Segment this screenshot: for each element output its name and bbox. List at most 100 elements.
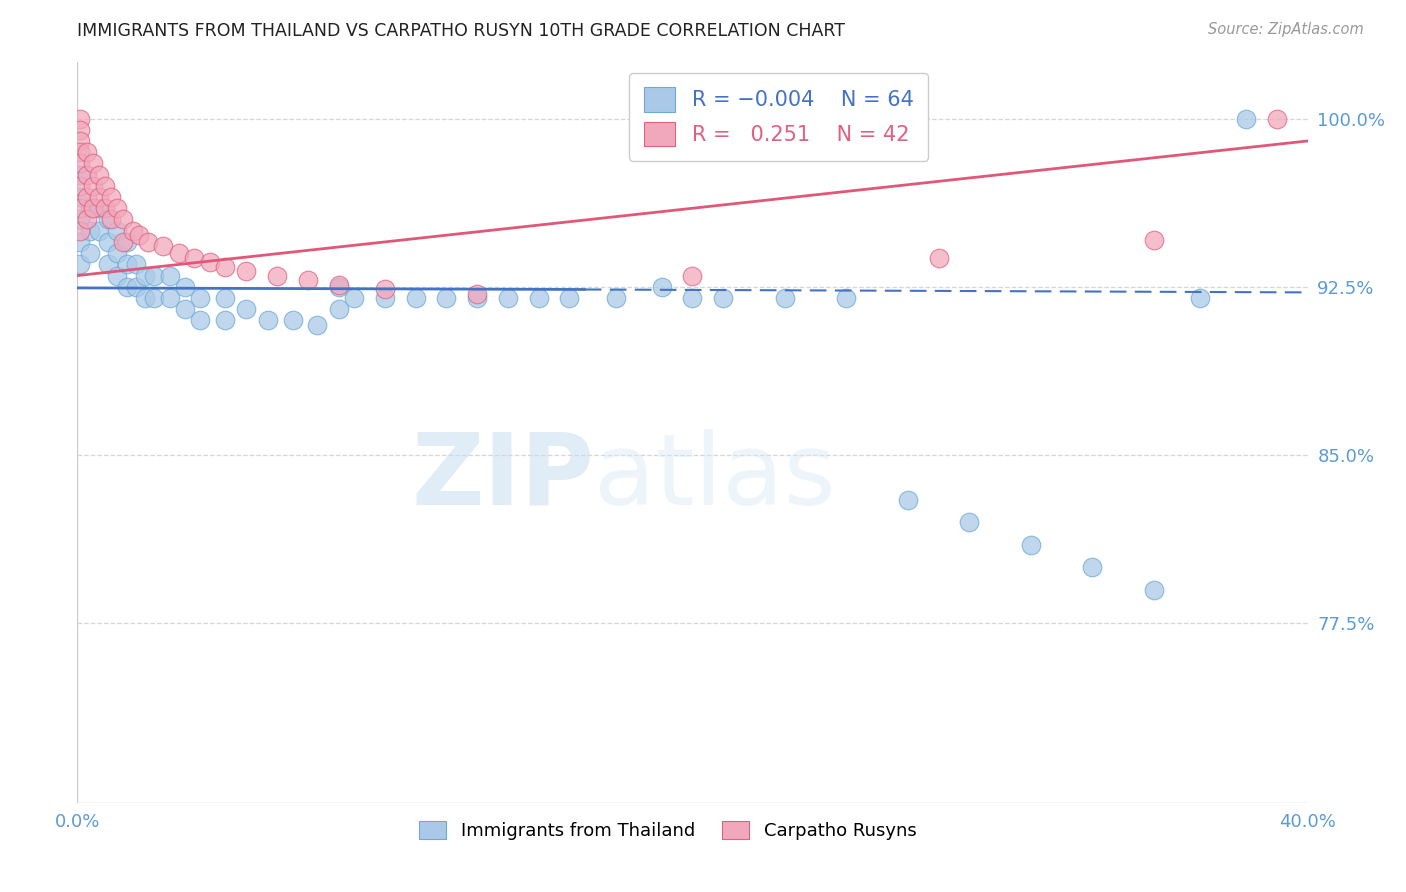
Point	[112, 212, 135, 227]
Point	[69, 122, 91, 136]
Point	[69, 201, 91, 215]
Point	[134, 268, 156, 283]
Point	[69, 257, 91, 271]
Point	[328, 280, 350, 294]
Point	[297, 273, 319, 287]
Point	[87, 190, 110, 204]
Point	[465, 291, 488, 305]
Legend: Immigrants from Thailand, Carpatho Rusyns: Immigrants from Thailand, Carpatho Rusyn…	[411, 812, 925, 849]
Point	[82, 201, 104, 215]
Point	[496, 291, 519, 305]
Point	[374, 282, 396, 296]
Point	[188, 313, 212, 327]
Point	[328, 277, 350, 292]
Point	[198, 255, 221, 269]
Point	[174, 302, 197, 317]
Point	[188, 291, 212, 305]
Point	[69, 145, 91, 160]
Point	[76, 212, 98, 227]
Text: Source: ZipAtlas.com: Source: ZipAtlas.com	[1208, 22, 1364, 37]
Point	[97, 257, 120, 271]
Point	[257, 313, 280, 327]
Point	[682, 268, 704, 283]
Point	[105, 201, 128, 215]
Point	[94, 178, 117, 193]
Point	[143, 268, 166, 283]
Point	[214, 260, 236, 274]
Point	[100, 190, 122, 204]
Point	[527, 291, 550, 305]
Point	[1234, 112, 1257, 126]
Point	[558, 291, 581, 305]
Point	[79, 201, 101, 215]
Point	[87, 168, 110, 182]
Point	[76, 168, 98, 182]
Point	[136, 235, 159, 249]
Point	[105, 224, 128, 238]
Text: ZIP: ZIP	[411, 428, 595, 525]
Point	[897, 492, 920, 507]
Point	[605, 291, 627, 305]
Point	[69, 112, 91, 126]
Point	[152, 239, 174, 253]
Point	[115, 257, 138, 271]
Text: atlas: atlas	[595, 428, 835, 525]
Point	[328, 302, 350, 317]
Point	[1143, 233, 1166, 247]
Point	[1265, 112, 1288, 126]
Point	[69, 235, 91, 249]
Point	[105, 246, 128, 260]
Point	[69, 212, 91, 227]
Point	[87, 201, 110, 215]
Point	[374, 291, 396, 305]
Point	[125, 280, 148, 294]
Point	[436, 291, 458, 305]
Point	[651, 280, 673, 294]
Point	[214, 313, 236, 327]
Point	[465, 286, 488, 301]
Point	[76, 145, 98, 160]
Point	[957, 516, 980, 530]
Point	[214, 291, 236, 305]
Text: IMMIGRANTS FROM THAILAND VS CARPATHO RUSYN 10TH GRADE CORRELATION CHART: IMMIGRANTS FROM THAILAND VS CARPATHO RUS…	[77, 22, 845, 40]
Point	[82, 156, 104, 170]
Point	[174, 280, 197, 294]
Point	[128, 228, 150, 243]
Point	[100, 212, 122, 227]
Point	[69, 134, 91, 148]
Point	[79, 246, 101, 260]
Point	[235, 302, 257, 317]
Point	[928, 251, 950, 265]
Point	[121, 224, 143, 238]
Point	[69, 178, 91, 193]
Point	[835, 291, 858, 305]
Point	[1081, 560, 1104, 574]
Point	[69, 224, 91, 238]
Point	[266, 268, 288, 283]
Point	[97, 235, 120, 249]
Point	[69, 168, 91, 182]
Point	[1019, 538, 1042, 552]
Point	[405, 291, 427, 305]
Point	[711, 291, 734, 305]
Point	[97, 212, 120, 227]
Point	[307, 318, 329, 332]
Point	[1188, 291, 1211, 305]
Point	[69, 156, 91, 170]
Point	[79, 224, 101, 238]
Point	[167, 246, 190, 260]
Point	[159, 291, 181, 305]
Point	[159, 268, 181, 283]
Point	[143, 291, 166, 305]
Point	[115, 235, 138, 249]
Point	[112, 235, 135, 249]
Point	[682, 291, 704, 305]
Point	[281, 313, 304, 327]
Point	[115, 280, 138, 294]
Point	[69, 190, 91, 204]
Point	[1143, 582, 1166, 597]
Point	[105, 268, 128, 283]
Point	[87, 224, 110, 238]
Point	[134, 291, 156, 305]
Point	[235, 264, 257, 278]
